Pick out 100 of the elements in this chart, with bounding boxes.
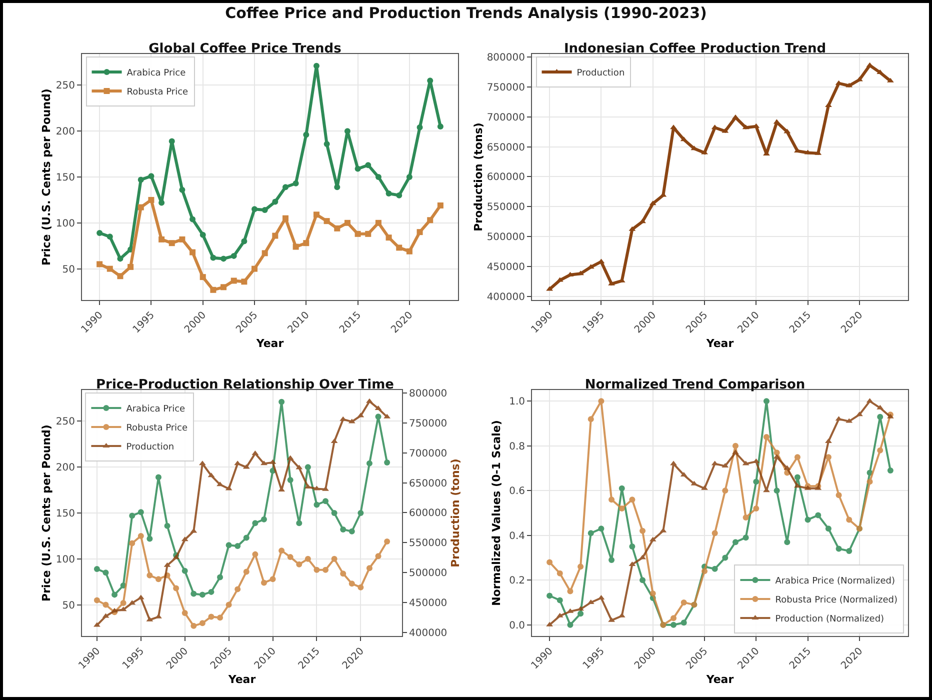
point bbox=[128, 264, 134, 270]
point bbox=[406, 248, 412, 254]
y-tick-label: 200 bbox=[56, 462, 75, 474]
point bbox=[722, 488, 728, 494]
point bbox=[322, 566, 329, 573]
point bbox=[252, 266, 258, 272]
point bbox=[313, 212, 320, 218]
point bbox=[303, 132, 310, 138]
y-tick-label: 450000 bbox=[486, 262, 525, 273]
point bbox=[120, 600, 126, 606]
point bbox=[282, 184, 288, 190]
point bbox=[199, 620, 206, 626]
y-tick-label: 250 bbox=[56, 80, 75, 92]
y-tick-label: 1.0 bbox=[509, 396, 525, 408]
point bbox=[702, 568, 708, 574]
point bbox=[314, 566, 320, 573]
point bbox=[588, 416, 594, 422]
text: Coffee Price and Production Trends Analysis (1990-2023) bbox=[224, 4, 708, 22]
point bbox=[230, 252, 237, 259]
point bbox=[608, 280, 615, 286]
point bbox=[344, 220, 350, 226]
point bbox=[210, 286, 216, 293]
point bbox=[804, 516, 811, 523]
point bbox=[629, 496, 636, 503]
point bbox=[386, 190, 392, 197]
point bbox=[406, 174, 412, 180]
point bbox=[629, 544, 636, 550]
point bbox=[102, 602, 109, 608]
point bbox=[146, 572, 153, 578]
point bbox=[375, 414, 382, 420]
point bbox=[836, 546, 842, 552]
legend-label: Arabica Price bbox=[126, 68, 186, 78]
point bbox=[241, 238, 248, 244]
point bbox=[272, 232, 278, 239]
point bbox=[112, 592, 118, 598]
legend-label: Production bbox=[576, 68, 625, 78]
point bbox=[701, 150, 708, 154]
point bbox=[234, 586, 241, 592]
point bbox=[375, 220, 382, 226]
point bbox=[243, 534, 250, 541]
point bbox=[334, 225, 340, 232]
point bbox=[292, 244, 299, 250]
y-tick-label: 50 bbox=[62, 264, 75, 276]
point bbox=[217, 574, 224, 580]
point bbox=[578, 610, 584, 617]
point bbox=[348, 580, 355, 587]
point bbox=[846, 548, 852, 554]
y-axis-title: Price (U.S. Cents per Pound) bbox=[40, 88, 53, 266]
point bbox=[200, 274, 206, 280]
point bbox=[815, 512, 822, 518]
point bbox=[190, 216, 196, 222]
point bbox=[670, 460, 677, 466]
point bbox=[794, 474, 800, 480]
y2-tick-label: 800000 bbox=[409, 388, 448, 400]
x-axis-title: Year bbox=[255, 336, 284, 350]
point bbox=[241, 278, 248, 285]
point bbox=[303, 240, 310, 246]
point bbox=[366, 460, 372, 466]
point bbox=[732, 442, 738, 449]
point bbox=[396, 244, 402, 251]
point bbox=[138, 176, 144, 183]
point bbox=[117, 273, 124, 280]
y-axis-title: Normalized Values (0-1 Scale) bbox=[490, 420, 503, 606]
point bbox=[365, 230, 372, 237]
point bbox=[825, 102, 832, 107]
point bbox=[282, 215, 288, 222]
point bbox=[102, 570, 109, 576]
point bbox=[340, 570, 346, 577]
legend-label: Production (Normalized) bbox=[775, 614, 884, 625]
point bbox=[386, 234, 392, 241]
point bbox=[670, 124, 677, 130]
point bbox=[313, 62, 320, 69]
point bbox=[296, 520, 302, 526]
y2-tick-label: 600000 bbox=[409, 508, 448, 520]
point bbox=[190, 590, 197, 597]
x-axis-title: Year bbox=[705, 336, 734, 350]
point bbox=[234, 543, 241, 550]
y-tick-label: 0.4 bbox=[509, 530, 525, 542]
y2-tick-label: 700000 bbox=[409, 448, 448, 460]
point bbox=[148, 196, 154, 203]
point bbox=[712, 530, 718, 536]
point bbox=[208, 614, 214, 620]
point bbox=[877, 447, 884, 454]
point bbox=[252, 551, 258, 558]
point bbox=[287, 554, 294, 560]
point bbox=[358, 510, 364, 516]
legend-label: Arabica Price bbox=[126, 404, 186, 414]
point bbox=[94, 566, 100, 572]
y-tick-label: 0.6 bbox=[509, 486, 525, 498]
point bbox=[216, 482, 224, 486]
chart-title: Indonesian Coffee Production Trend bbox=[564, 42, 826, 57]
chart-title: Global Coffee Price Trends bbox=[148, 42, 342, 57]
point bbox=[200, 232, 206, 238]
y-tick-label: 50 bbox=[62, 600, 75, 612]
chart-title: Normalized Trend Comparison bbox=[584, 378, 806, 393]
y-tick-label: 0.2 bbox=[509, 576, 525, 587]
point bbox=[784, 539, 790, 546]
point bbox=[846, 516, 852, 523]
point bbox=[190, 249, 196, 256]
point bbox=[650, 590, 656, 597]
